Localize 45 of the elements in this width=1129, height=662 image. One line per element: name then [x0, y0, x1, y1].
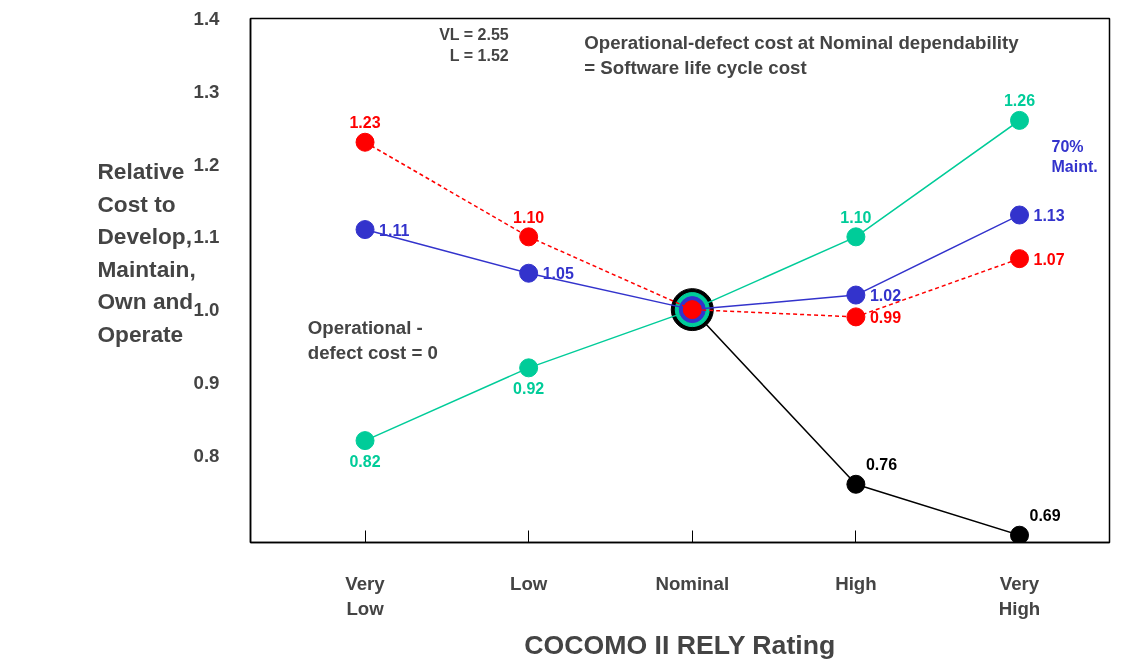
data-label: 1.11: [379, 221, 410, 239]
point: [519, 227, 539, 247]
point: [355, 220, 375, 240]
y-tick-label: 1.3: [193, 80, 220, 102]
y-tick-label: 1.4: [193, 8, 221, 29]
y-tick-label: 1.1: [193, 226, 220, 248]
data-label: 0.76: [865, 456, 898, 474]
point: [355, 132, 375, 152]
data-label: 1.07: [1033, 250, 1065, 268]
annotation: Operational-defect cost at Nominal dependability = Software life cycle cost: [584, 31, 1020, 78]
data-label: 1.10: [513, 208, 545, 226]
point: [1010, 205, 1030, 225]
point: [1010, 110, 1030, 130]
annotation: VL = 2.55 L = 1.52: [439, 26, 509, 64]
point: [846, 474, 866, 494]
data-label: 0.99: [869, 308, 902, 326]
point: [1010, 249, 1030, 269]
x-tick-label: Very High: [998, 572, 1041, 619]
data-label: 1.02: [869, 287, 902, 305]
point: [846, 227, 866, 247]
data-label: 1.13: [1033, 207, 1065, 224]
y-tick-label: 0.8: [193, 444, 220, 466]
data-label: 1.10: [840, 208, 872, 226]
text: 70% Maint.: [1051, 137, 1098, 175]
point: [1010, 525, 1030, 543]
data-label: 1.26: [1003, 92, 1036, 110]
y-tick-label: 1.0: [193, 299, 220, 321]
y-tick-label: 0.9: [193, 371, 220, 393]
x-tick-label: Low: [510, 572, 548, 594]
data-label: 1.05: [542, 265, 574, 283]
data-label: 1.23: [349, 114, 381, 132]
x-tick-label: Very Low: [345, 572, 386, 619]
x-axis-title: COCOMO II RELY Rating: [524, 629, 836, 660]
x-tick-label: Nominal: [655, 572, 730, 594]
point: [519, 358, 539, 378]
point: [846, 285, 866, 305]
x-tick-label: High: [835, 572, 877, 594]
data-label: 0.82: [349, 452, 381, 470]
point: [519, 263, 539, 283]
data-label: 0.69: [1029, 507, 1061, 525]
y-tick-label: 1.2: [193, 153, 220, 175]
annotation: Operational - defect cost = 0: [307, 317, 438, 364]
point: [355, 431, 375, 451]
point: [846, 307, 866, 327]
data-label: 0.92: [513, 379, 545, 397]
